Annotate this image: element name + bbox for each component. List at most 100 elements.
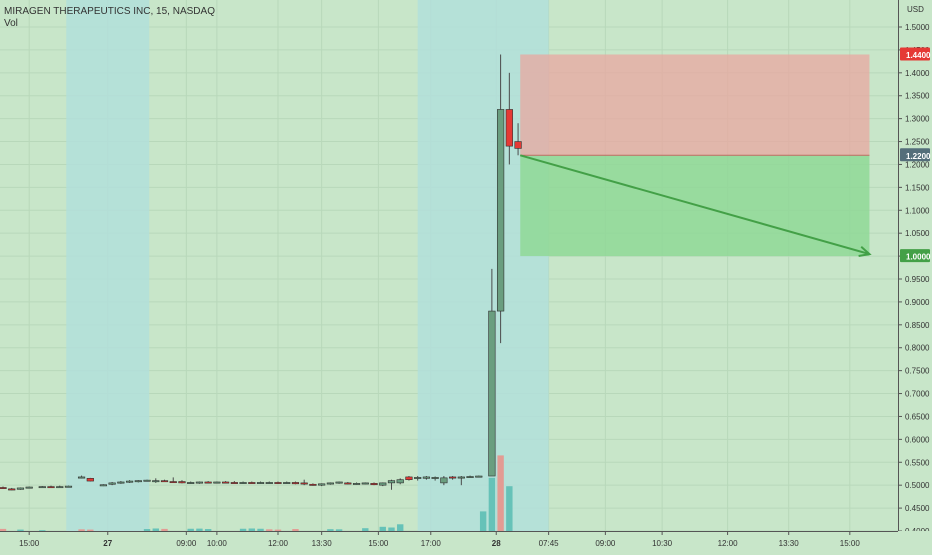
candle[interactable] [56,485,64,489]
candle[interactable] [16,487,25,490]
candle[interactable] [318,483,326,487]
candle-body [414,477,422,479]
y-tick-label: 0.7500 [905,367,930,376]
candle[interactable] [344,481,352,485]
price-label: 1.4400 [900,47,931,61]
candle[interactable] [77,475,86,479]
candle[interactable] [178,480,186,484]
candle[interactable] [291,481,300,485]
candle-body [204,481,212,484]
candle[interactable] [64,485,73,488]
candle[interactable] [396,478,404,485]
candle[interactable] [309,483,317,486]
volume-bar [196,528,203,531]
candle[interactable] [440,476,448,486]
volume-bar [397,524,404,531]
candle[interactable] [222,481,230,484]
candle[interactable] [204,481,212,484]
candle[interactable] [300,479,308,486]
candle-body [125,480,134,483]
candle[interactable] [256,481,265,484]
y-tick-label: 1.5000 [905,23,930,32]
candle-body [505,109,513,147]
y-tick-label: 1.1500 [905,183,930,192]
candle[interactable] [466,475,474,478]
candle-body [187,482,195,484]
candle-body [248,482,256,484]
candle[interactable] [457,476,465,486]
candle[interactable] [0,486,7,489]
candle[interactable] [352,482,361,485]
volume-bar [161,528,168,531]
candle[interactable] [187,481,195,484]
stop-loss-zone[interactable] [520,54,870,156]
candle[interactable] [379,482,387,487]
candle[interactable] [248,481,256,484]
y-tick-label: 0.8500 [905,321,930,330]
candle[interactable] [134,480,142,483]
candle[interactable] [326,482,334,485]
candle[interactable] [152,478,160,483]
candle[interactable] [414,476,422,481]
candle[interactable] [335,481,343,484]
candle[interactable] [239,481,247,484]
candle-body [326,482,334,485]
candle[interactable] [8,487,16,491]
candle-body [99,484,107,487]
candle[interactable] [431,476,439,481]
price-label-text: 1.4400 [906,51,931,60]
candle[interactable] [86,477,94,482]
candle[interactable] [25,486,33,489]
volume-bar [388,527,395,531]
candle[interactable] [497,54,505,344]
x-tick-label: 28 [492,539,501,548]
candle[interactable] [47,485,55,489]
candle-body [265,482,273,484]
candle[interactable] [370,482,378,486]
volume-bar [17,529,24,531]
candle-body [64,485,73,488]
volume-label: Vol [4,18,18,29]
volume-bar [292,529,299,531]
candle-body [335,481,343,484]
candle[interactable] [405,476,413,481]
candle[interactable] [265,481,273,484]
candle[interactable] [108,481,116,486]
candle[interactable] [169,477,177,484]
candle[interactable] [195,481,204,484]
candle[interactable] [387,479,396,490]
price-axis-background [898,0,932,550]
candle[interactable] [125,480,134,483]
candle-body [274,482,282,484]
candle[interactable] [475,475,483,478]
x-tick-label: 09:00 [176,539,197,548]
candle[interactable] [505,72,513,165]
candle[interactable] [143,479,151,482]
candle[interactable] [514,123,522,156]
candle[interactable] [99,484,107,487]
candle-body [405,476,413,480]
candle[interactable] [160,479,169,483]
candle[interactable] [213,481,221,484]
candle[interactable] [361,482,369,485]
candle[interactable] [117,481,125,484]
candle[interactable] [448,476,457,480]
candle[interactable] [422,476,431,480]
candle[interactable] [38,486,46,489]
volume-bar [239,528,247,531]
candle-body [352,483,361,485]
candle-body [440,477,448,484]
candle-body [475,475,483,478]
candle[interactable] [274,481,282,484]
candle[interactable] [230,481,238,484]
candle-body [195,481,204,484]
x-tick-label: 10:30 [652,539,673,548]
price-label-box [900,148,930,162]
candle[interactable] [283,481,291,484]
projection-arrow[interactable] [519,154,870,256]
candle-body [309,483,317,486]
candle[interactable] [488,268,496,477]
volume-bar [362,528,369,531]
